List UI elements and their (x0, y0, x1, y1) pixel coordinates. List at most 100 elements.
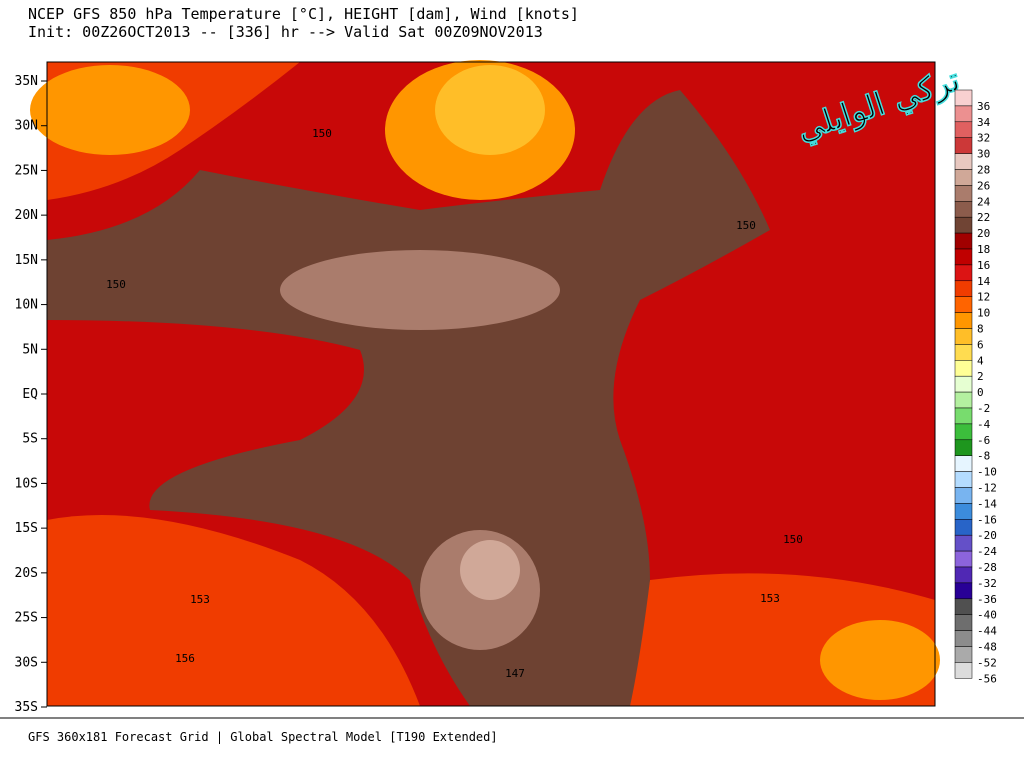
legend-label: 34 (977, 116, 991, 129)
legend-swatch (954, 662, 973, 679)
legend-label: -4 (977, 418, 991, 431)
legend-label: 2 (977, 370, 984, 383)
legend-swatch (954, 391, 973, 409)
latitude-label: 25N (15, 163, 38, 178)
legend-swatch (954, 598, 973, 615)
legend-swatch (954, 439, 973, 456)
land-hot (280, 250, 560, 330)
legend-label: 8 (977, 323, 984, 336)
contour-label: 150 (783, 533, 803, 546)
legend-swatch (954, 487, 973, 504)
latitude-label: 10N (15, 298, 38, 313)
legend-swatch (954, 328, 973, 345)
legend-swatch (954, 360, 973, 377)
contour-label: 156 (175, 652, 195, 665)
legend-swatch (954, 121, 973, 138)
latitude-label: 30N (15, 119, 38, 134)
contour-label: 150 (312, 127, 332, 140)
land-warm (47, 90, 770, 706)
legend-label: -40 (977, 609, 997, 622)
latitude-label: 35N (15, 74, 38, 89)
legend-swatch (954, 550, 973, 568)
warm-area (435, 65, 545, 155)
legend-label: 24 (977, 195, 991, 208)
latitude-label: 25S (15, 611, 38, 626)
legend-label: -10 (977, 466, 997, 479)
contour-label: 150 (106, 278, 126, 291)
legend-label: 14 (977, 275, 991, 288)
legend-swatch (954, 519, 973, 536)
legend-label: 20 (977, 227, 990, 240)
legend-label: 26 (977, 179, 990, 192)
legend-swatch (954, 153, 973, 170)
legend-swatch (954, 89, 973, 107)
legend-label: -6 (977, 434, 990, 447)
latitude-label: 5S (22, 432, 38, 447)
legend-swatch (954, 455, 973, 472)
legend-label: -48 (977, 641, 997, 654)
legend-swatch (954, 582, 973, 600)
legend-label: -24 (977, 545, 997, 558)
legend-label: 0 (977, 386, 984, 399)
legend-swatch (954, 169, 973, 186)
legend-swatch (954, 201, 973, 218)
legend-swatch (954, 264, 973, 282)
legend-swatch (954, 534, 973, 552)
legend-swatch (954, 216, 973, 234)
legend-label: -12 (977, 482, 997, 495)
legend-swatch (954, 375, 973, 393)
legend-label: -56 (977, 672, 997, 685)
contour-label: 150 (736, 219, 756, 232)
latitude-label: 35S (15, 700, 38, 715)
legend-swatch (954, 423, 973, 441)
legend-swatch (954, 646, 973, 663)
latitude-label: 10S (15, 476, 38, 491)
legend-label: -20 (977, 529, 997, 542)
legend-label: -16 (977, 513, 997, 526)
legend-label: 18 (977, 243, 990, 256)
legend-swatch (954, 566, 973, 584)
footer: GFS 360x181 Forecast Grid | Global Spect… (28, 730, 498, 744)
legend-swatch (954, 280, 973, 297)
legend-label: 12 (977, 291, 990, 304)
legend-label: -14 (977, 497, 997, 510)
legend-label: 22 (977, 211, 990, 224)
legend-label: 28 (977, 164, 990, 177)
legend-swatch (954, 185, 973, 202)
legend-swatch (954, 105, 973, 123)
legend-swatch (954, 344, 973, 361)
legend: 363432302826242220181614121086420-2-4-6-… (954, 89, 997, 685)
legend-label: 16 (977, 259, 990, 272)
legend-label: 6 (977, 338, 984, 351)
legend-label: 36 (977, 100, 990, 113)
legend-label: -32 (977, 577, 997, 590)
latitude-label: 20S (15, 566, 38, 581)
land-hot (460, 540, 520, 600)
legend-label: -28 (977, 561, 997, 574)
legend-label: 4 (977, 354, 984, 367)
legend-swatch (954, 232, 973, 250)
latitude-label: 15N (15, 253, 38, 268)
contour-label: 147 (505, 667, 525, 680)
latitude-label: 5N (22, 342, 38, 357)
legend-swatch (954, 137, 973, 154)
legend-label: 32 (977, 132, 990, 145)
map-frame (46, 61, 936, 707)
warm-area (47, 515, 420, 706)
legend-label: -8 (977, 450, 990, 463)
latitude-labels: 35N 30N 25N 20N 15N 10N 5N EQ 5S 10S 15S 20S 25S 30S 3… (15, 74, 47, 715)
legend-label: -2 (977, 402, 990, 415)
latitude-label: 15S (15, 521, 38, 536)
legend-swatch (954, 630, 973, 647)
legend-swatch (954, 614, 973, 631)
legend-label: -36 (977, 593, 997, 606)
legend-label: 10 (977, 307, 990, 320)
legend-swatch (954, 312, 973, 329)
latitude-label: EQ (22, 387, 38, 402)
contour-label: 153 (760, 592, 780, 605)
legend-swatch (954, 503, 973, 520)
warm-area (30, 65, 190, 155)
contour-labels: 150 150 150 150 153 153 156 147 (106, 127, 803, 680)
legend-swatch (954, 471, 973, 488)
